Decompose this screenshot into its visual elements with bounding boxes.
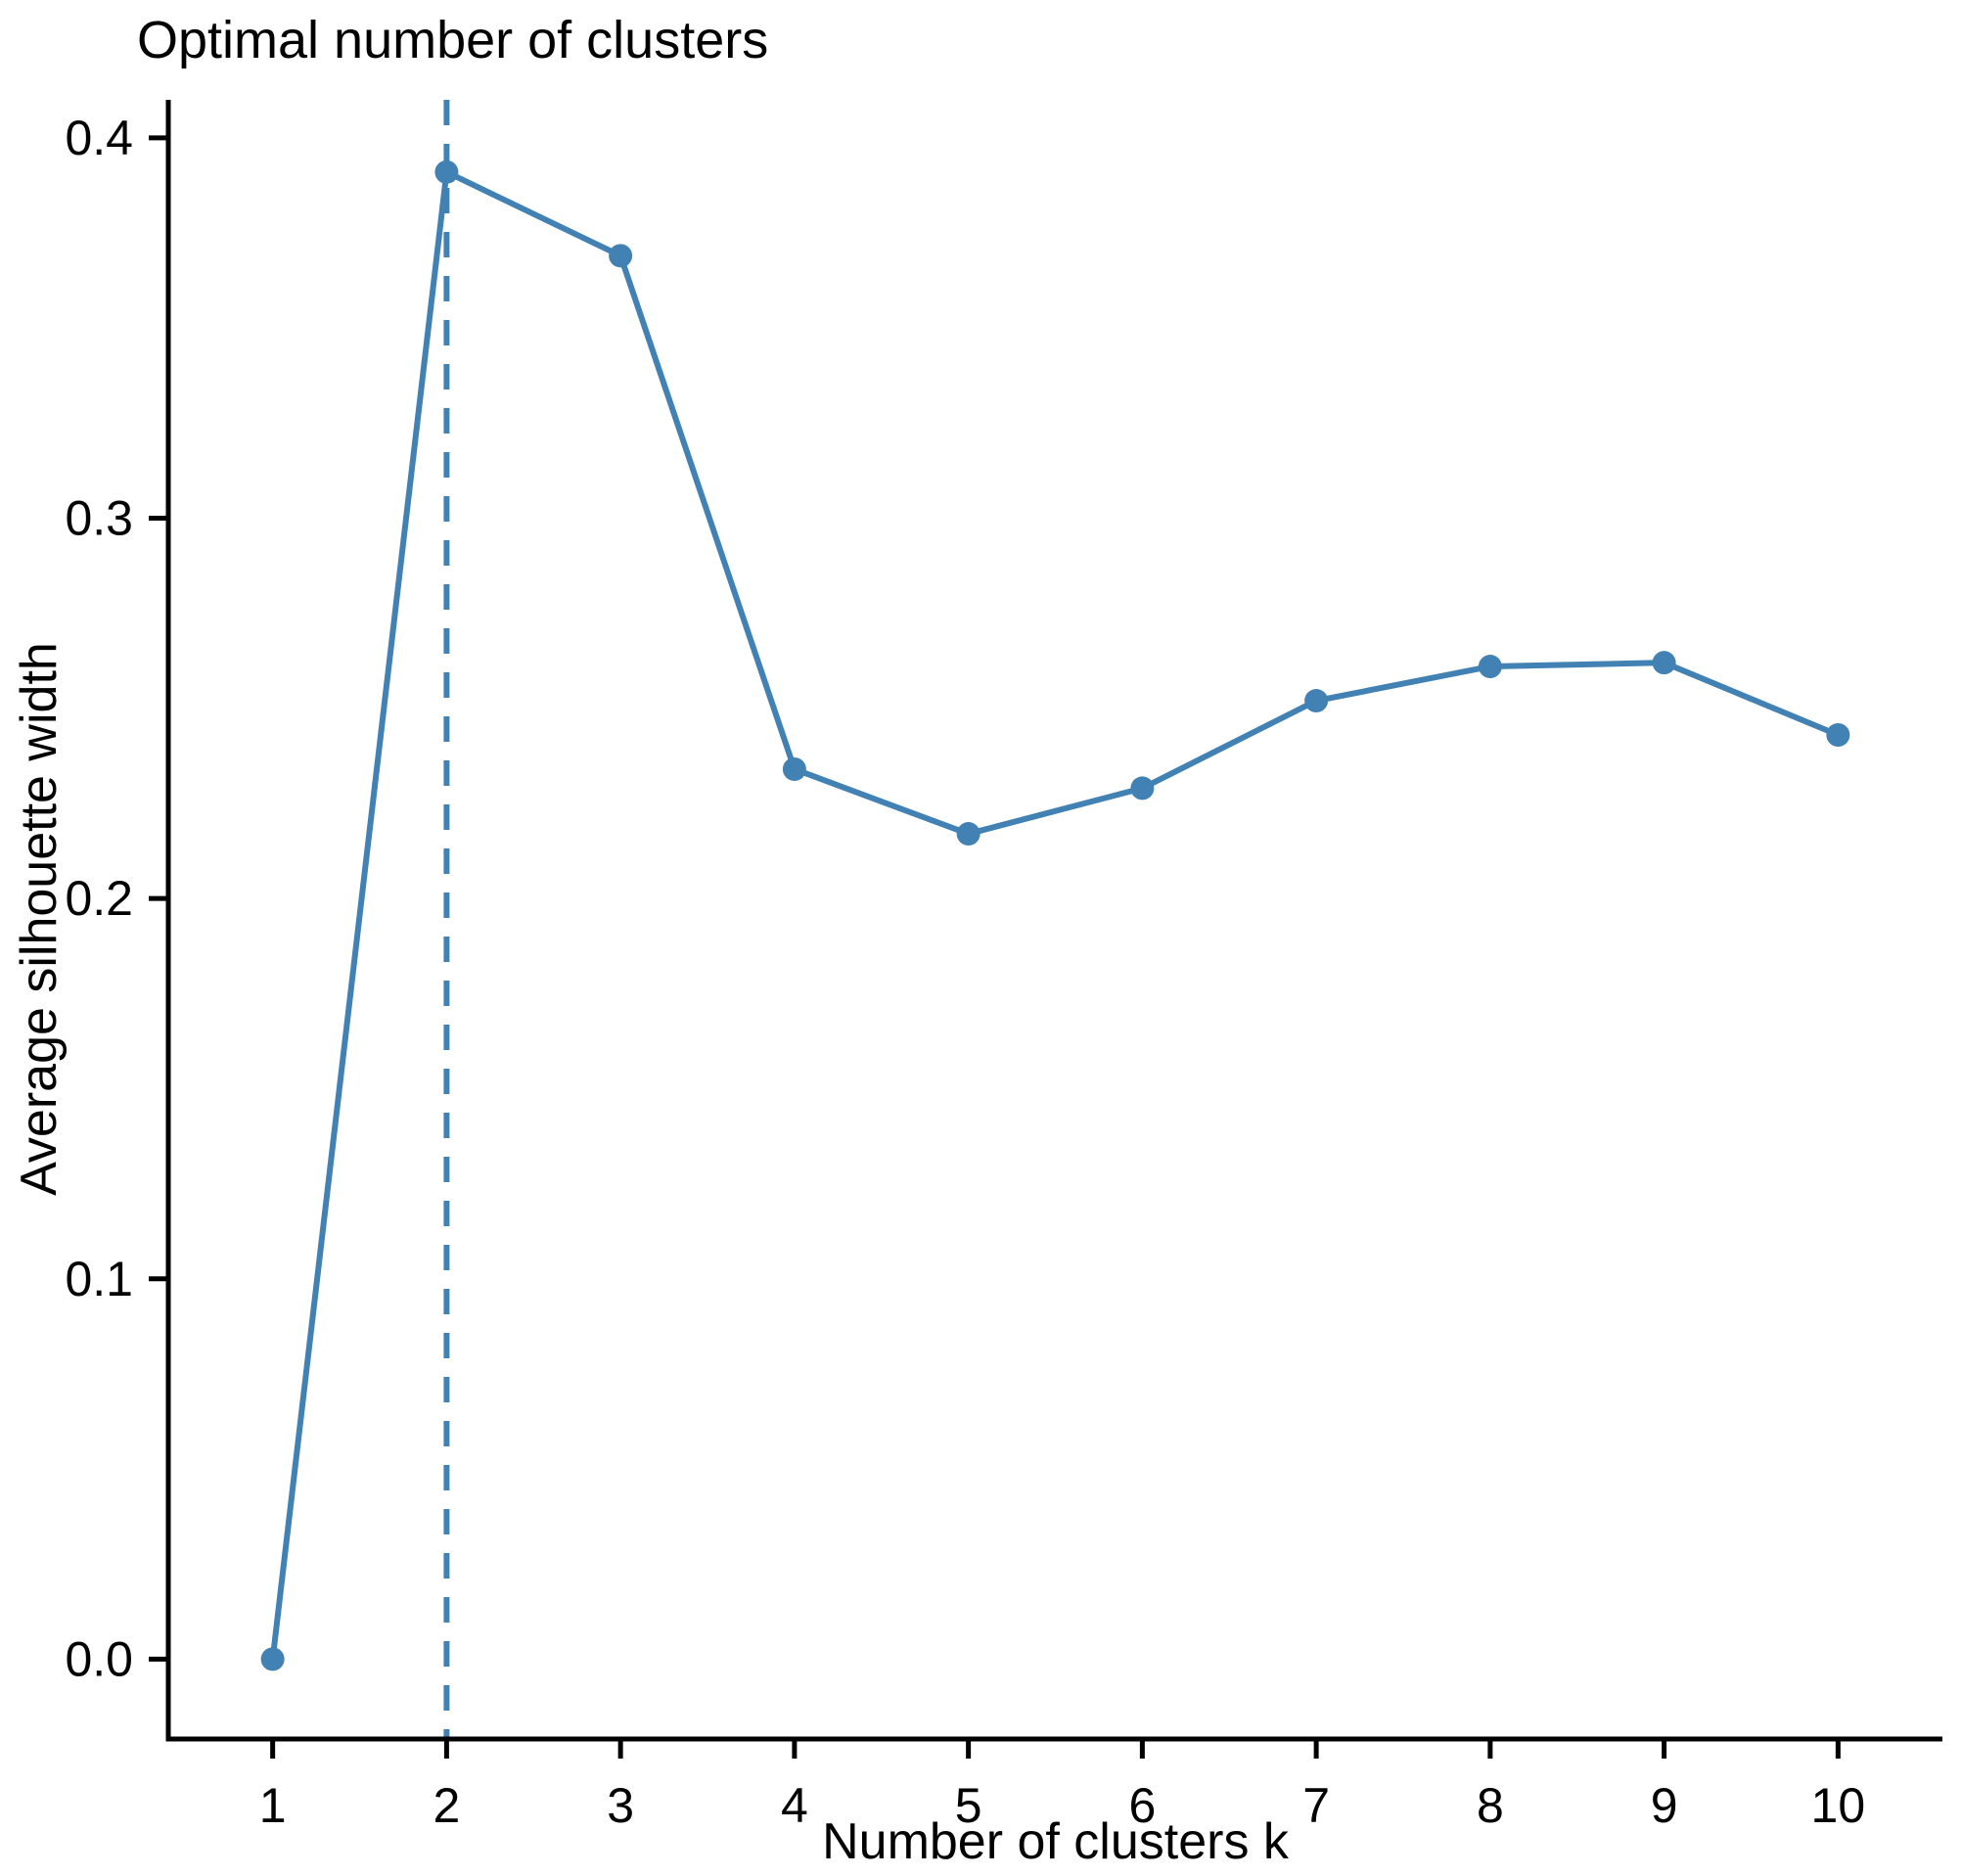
x-tick-label: 5 (955, 1778, 982, 1833)
x-tick-label: 3 (607, 1778, 634, 1833)
data-point-k2 (434, 160, 459, 184)
x-tick-label: 7 (1302, 1778, 1330, 1833)
x-tick-label: 4 (781, 1778, 808, 1833)
y-tick-label: 0.3 (65, 490, 133, 545)
data-point-k8 (1478, 655, 1502, 679)
y-tick-label: 0.4 (65, 111, 133, 165)
silhouette-series-layer (260, 160, 1850, 1671)
y-tick-label: 0.2 (65, 871, 133, 926)
tick-label-layer: 0.0 0.1 0.2 0.3 0.4 1 2 3 4 5 6 7 8 9 10 (65, 111, 1865, 1833)
axis-layer (149, 100, 1942, 1759)
x-tick-label: 6 (1128, 1778, 1156, 1833)
data-point-k1 (260, 1647, 285, 1671)
chart-title: Optimal number of clusters (137, 11, 769, 69)
x-tick-label: 9 (1651, 1778, 1678, 1833)
x-tick-label: 10 (1811, 1778, 1866, 1833)
data-point-k4 (782, 756, 806, 781)
x-axis-title: Number of clusters k (822, 1813, 1289, 1870)
data-point-k9 (1652, 651, 1676, 675)
y-tick-label: 0.1 (65, 1252, 133, 1306)
data-point-k5 (956, 822, 980, 846)
x-tick-label: 8 (1477, 1778, 1504, 1833)
data-point-k6 (1130, 776, 1155, 801)
data-point-k3 (609, 244, 633, 268)
data-point-k10 (1826, 723, 1850, 748)
x-tick-label: 1 (259, 1778, 287, 1833)
data-point-k7 (1304, 689, 1329, 713)
silhouette-line (269, 168, 1842, 1663)
x-tick-label: 2 (433, 1778, 460, 1833)
y-tick-label: 0.0 (65, 1631, 133, 1686)
